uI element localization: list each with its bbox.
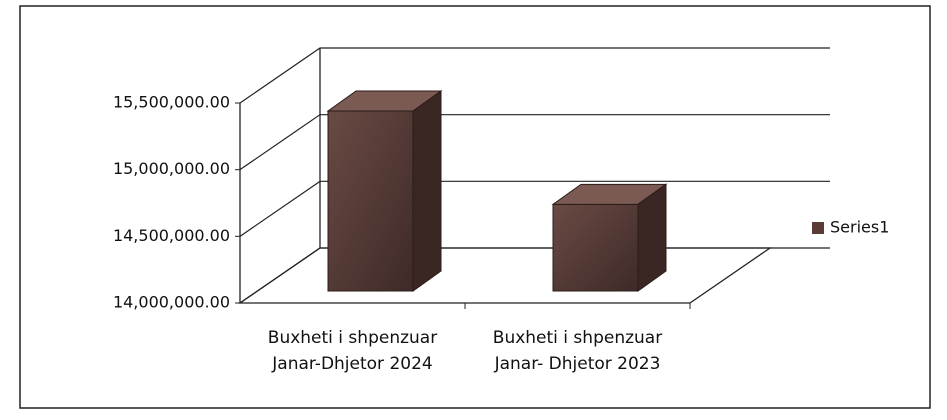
legend-label: Series1 xyxy=(830,218,889,237)
grid-line xyxy=(239,114,830,171)
legend-swatch xyxy=(812,222,824,234)
bar-front xyxy=(552,203,639,292)
bar-front xyxy=(327,110,414,292)
x-tick-label: Buxheti i shpenzuar Janar- Dhjetor 2023 xyxy=(492,328,663,374)
floor xyxy=(237,247,773,304)
y-tick-label: 14,500,000.00 xyxy=(113,226,230,245)
bar-side xyxy=(637,183,667,292)
y-tick-label: 14,000,000.00 xyxy=(113,293,230,312)
x-tick-label: Buxheti i shpenzuar Janar-Dhjetor 2024 xyxy=(267,328,438,374)
chart-border xyxy=(19,5,931,409)
grid-line xyxy=(239,180,830,237)
y-tick-label: 15,500,000.00 xyxy=(113,93,230,112)
y-tick-label: 15,000,000.00 xyxy=(113,159,230,178)
bar-side xyxy=(412,90,442,292)
grid-line xyxy=(239,47,830,104)
